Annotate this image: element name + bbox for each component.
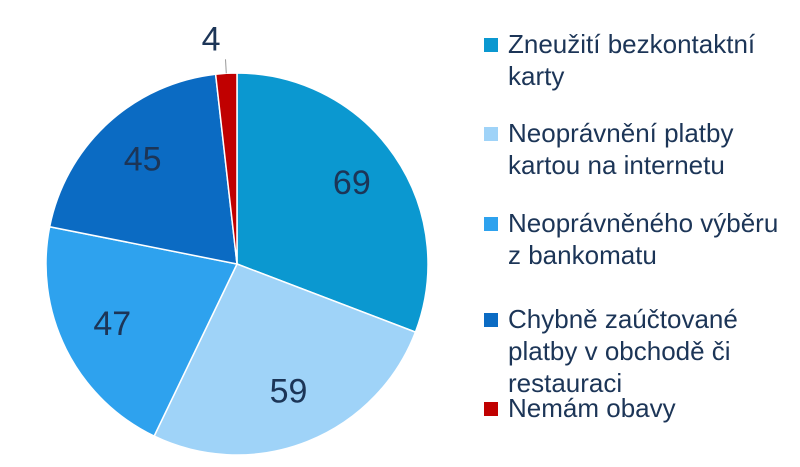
legend-label: Nemám obavy (508, 393, 676, 423)
legend-label: Neoprávnění platby kartou na internetu (508, 118, 734, 180)
slice (236, 72, 429, 334)
legend-swatch (484, 402, 498, 416)
data-label: 47 (93, 305, 131, 343)
legend-entry: Neoprávněného výběru z bankomatu (484, 207, 794, 271)
data-label: 69 (333, 164, 371, 202)
data-label: 4 (202, 20, 221, 58)
legend-entry: Chybně zaúčtované platby v obchodě či re… (484, 303, 794, 399)
slice (153, 263, 417, 456)
legend-swatch (484, 217, 498, 231)
data-label: 59 (270, 373, 308, 411)
legend-entry: Neoprávnění platby kartou na internetu (484, 117, 794, 181)
slice (48, 73, 238, 265)
legend-label: Chybně zaúčtované platby v obchodě či re… (508, 304, 738, 398)
slice (214, 72, 238, 265)
slice (45, 225, 239, 438)
pie: 69 59 47 45 4 (45, 20, 429, 456)
data-label: 45 (124, 140, 162, 178)
legend-swatch (484, 38, 498, 52)
legend-label: Neoprávněného výběru z bankomatu (508, 208, 779, 270)
leader-line (225, 59, 227, 74)
legend-swatch (484, 127, 498, 141)
legend-entry: Zneužití bezkontaktní karty (484, 28, 794, 92)
legend-swatch (484, 313, 498, 327)
legend-label: Zneužití bezkontaktní karty (508, 29, 756, 91)
legend-entry: Nemám obavy (484, 392, 794, 424)
